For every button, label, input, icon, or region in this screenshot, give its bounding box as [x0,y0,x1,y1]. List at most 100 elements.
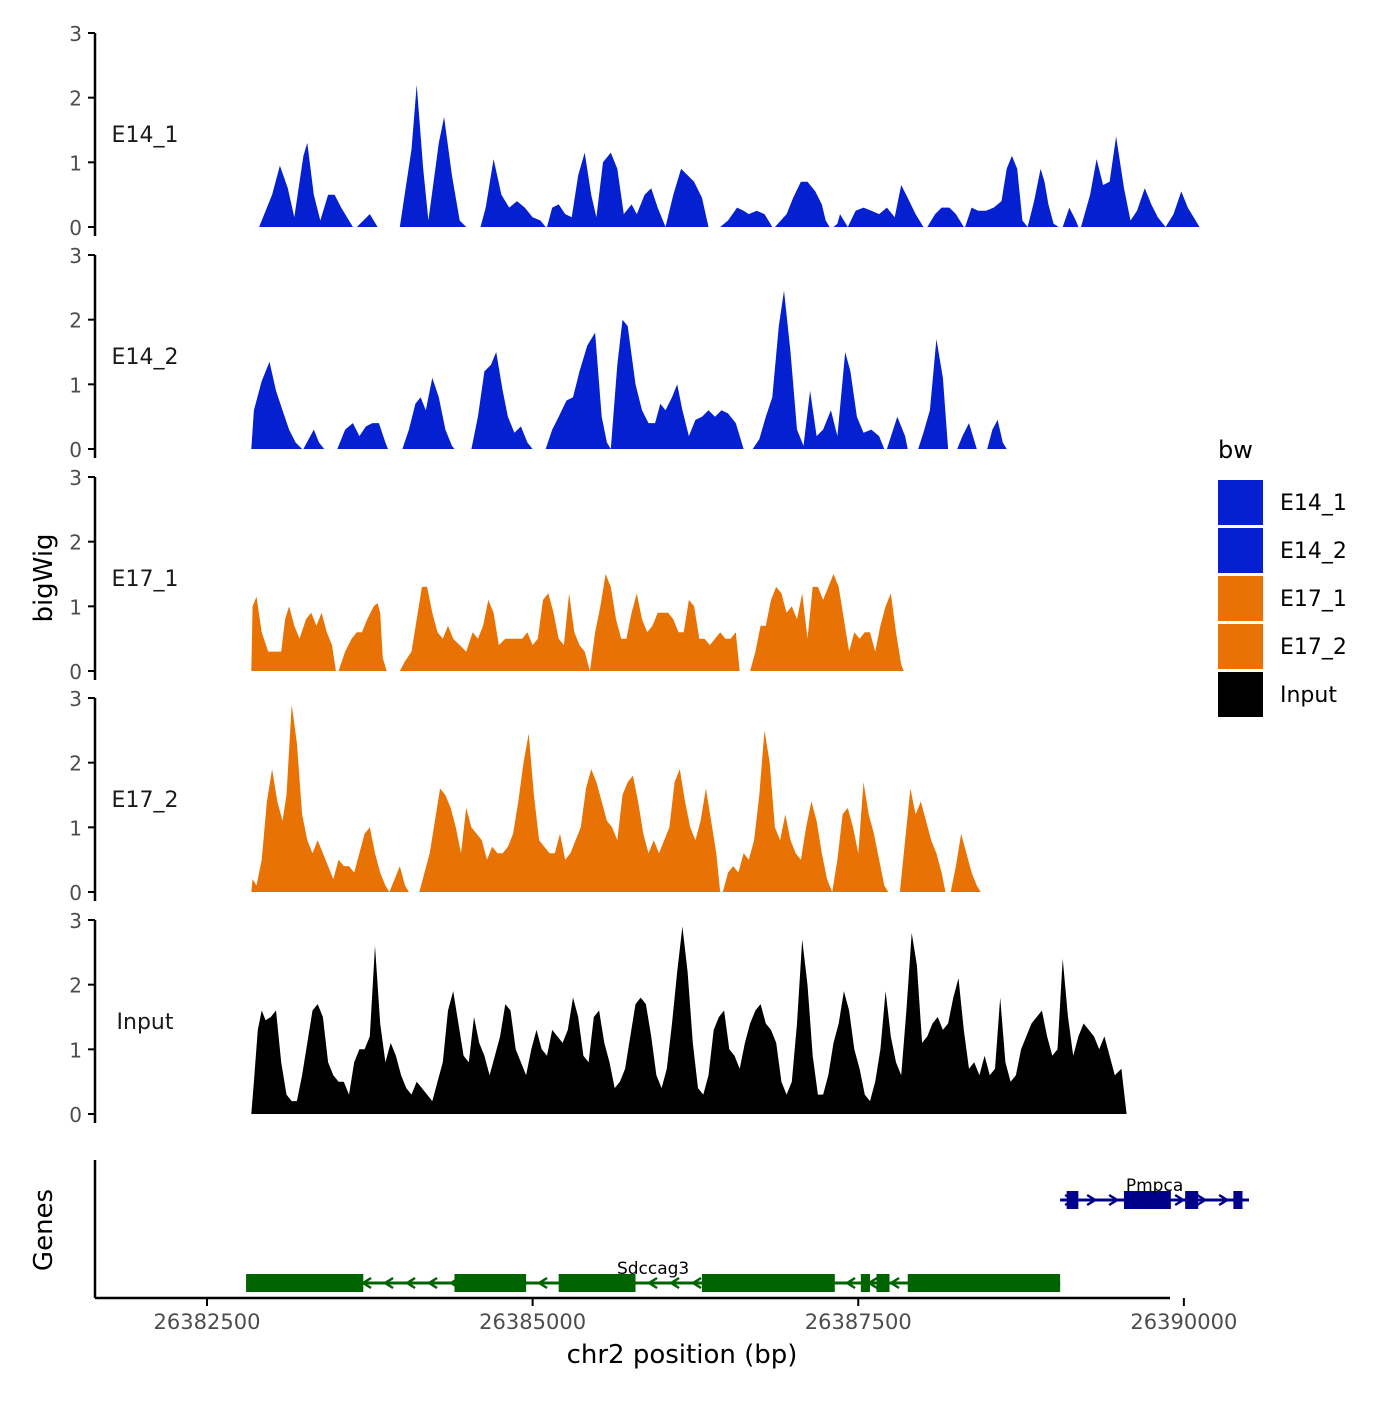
y-tick-label: 2 [69,752,82,776]
legend-label-E17_2: E17_2 [1280,635,1347,660]
y-tick-label: 1 [69,151,82,175]
genes-track: Sdccag3 Pmpca [93,1160,1249,1298]
coverage-area-E14_1 [547,152,666,227]
coverage-area-E14_1 [399,84,467,227]
gene-exon [558,1274,636,1292]
y-tick-label: 2 [69,309,82,333]
strand-arrow [1218,1193,1230,1207]
strand-arrow [1086,1193,1098,1207]
track-label-E14_1: E14_1 [112,123,179,148]
strand-arrow [668,1276,680,1290]
strand-arrow [844,1276,856,1290]
y-tick-label: 0 [69,881,82,905]
coverage-area-E14_1 [847,185,924,227]
coverage-area-E14_2 [886,416,908,449]
coverage-area-E14_2 [402,377,455,449]
coverage-area-E17_2 [950,833,981,892]
track-label-E17_2: E17_2 [112,788,179,813]
coverage-area-E14_2 [752,290,885,449]
legend-key-E17_2 [1218,624,1263,669]
y-tick-label: 0 [69,216,82,240]
strand-arrow [404,1276,416,1290]
coverage-area-E14_2 [471,352,533,449]
coverage-area-E14_1 [259,142,353,227]
coverage-area-E17_1 [589,574,740,671]
y-tick-label: 0 [69,660,82,684]
coverage-area-Input [251,926,1127,1114]
strand-arrow [1196,1193,1208,1207]
coverage-area-E17_1 [251,596,336,671]
y-tick-label: 3 [69,22,82,46]
coverage-area-E14_2 [610,319,744,449]
coverage-area-E14_1 [1081,136,1166,227]
x-tick-label: 26390000 [1130,1310,1237,1334]
strand-arrow [426,1276,438,1290]
y-tick-label: 1 [69,373,82,397]
y-tick-label: 1 [69,1038,82,1062]
legend-key-Input [1218,672,1263,717]
y-tick-label: 3 [69,244,82,268]
gene-label-Sdccag3: Sdccag3 [617,1259,689,1279]
coverage-area-E14_1 [720,207,773,227]
coverage-area-E17_2 [722,730,833,892]
coverage-area-E17_2 [419,733,721,892]
coverage-area-E17_2 [389,866,409,892]
coverage-area-E14_1 [356,214,378,227]
track-E17_2: 0 1 2 3 E17_2 [69,687,981,905]
track-E17_1: 0 1 2 3 E17_1 [69,466,904,684]
x-axis: 26382500 26385000 26387500 26390000 [95,1296,1237,1334]
legend: bw E14_1 E14_2 E17_1 E17_2 Input [1218,436,1347,717]
coverage-area-E14_2 [545,332,611,449]
gene-exon [454,1274,527,1292]
coverage-area-E17_1 [399,586,590,671]
coverage-area-E14_2 [987,419,1007,449]
strand-arrow [690,1276,702,1290]
coverage-area-E17_1 [338,603,387,671]
strand-arrow [1108,1193,1120,1207]
legend-title: bw [1218,436,1253,464]
x-tick-label: 26382500 [154,1310,261,1334]
y-tick-label: 0 [69,438,82,462]
tracks-layer: 0 1 2 3 E14_1 0 1 2 3 E14_2 0 1 2 3 E17_1 0 1 2 3 E17_2 0 1 2 3… [69,22,1200,1127]
y-tick-label: 2 [69,974,82,998]
coverage-area-E14_2 [303,429,325,449]
strand-arrow [536,1276,548,1290]
y-tick-label: 1 [69,595,82,619]
coverage-area-E14_1 [774,181,830,227]
genes-track-title: Genes [29,1189,59,1271]
coverage-area-E14_1 [927,207,964,227]
x-axis-title: chr2 position (bp) [567,1340,798,1370]
gene-exon [1123,1191,1171,1209]
y-tick-label: 3 [69,909,82,933]
track-label-E17_1: E17_1 [112,567,179,592]
coverage-area-E14_1 [1062,207,1079,227]
legend-label-Input: Input [1280,683,1337,708]
gene-exon [876,1274,890,1292]
track-E14_1: 0 1 2 3 E14_1 [69,22,1200,240]
coverage-area-E14_2 [957,423,977,449]
y-tick-label: 3 [69,466,82,490]
track-E14_2: 0 1 2 3 E14_2 [69,244,1007,462]
coverage-area-E14_2 [251,361,303,449]
y-axis-title: bigWig [29,533,59,622]
x-tick-label: 26387500 [805,1310,912,1334]
gene-exon [701,1274,835,1292]
y-tick-label: 2 [69,87,82,111]
legend-key-E14_2 [1218,528,1263,573]
coverage-area-E17_2 [251,704,390,892]
legend-key-E14_1 [1218,480,1263,525]
gene-label-Pmpca: Pmpca [1126,1176,1183,1196]
coverage-area-E17_1 [750,574,904,671]
coverage-area-E14_1 [665,168,709,227]
coverage-area-E14_1 [480,159,546,227]
legend-key-E17_1 [1218,576,1263,621]
coverage-area-E14_2 [337,423,388,449]
y-tick-label: 1 [69,816,82,840]
gene-exon [860,1274,870,1292]
x-tick-label: 26385000 [479,1310,586,1334]
coverage-area-E14_2 [918,339,949,449]
gene-exon [1185,1191,1199,1209]
legend-label-E14_2: E14_2 [1280,539,1347,564]
